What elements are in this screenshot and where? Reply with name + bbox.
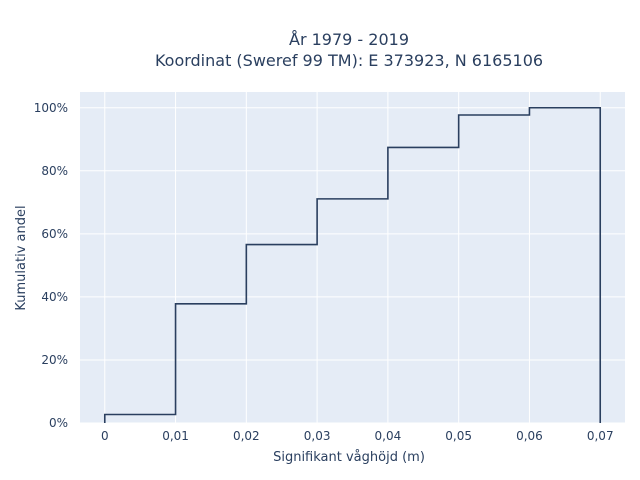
y-tick-label: 0% <box>49 416 68 430</box>
x-tick-label: 0,06 <box>516 429 543 443</box>
x-tick-label: 0 <box>101 429 109 443</box>
y-tick-label: 100% <box>34 101 68 115</box>
x-axis-label: Signifikant våghöjd (m) <box>273 450 425 465</box>
x-tick-label: 0,01 <box>162 429 189 443</box>
y-axis-label: Kumulativ andel <box>14 205 29 310</box>
cumulative-step-line <box>103 106 602 423</box>
x-tick-label: 0,04 <box>375 429 402 443</box>
y-tick-label: 60% <box>41 227 68 241</box>
y-tick-label: 20% <box>41 353 68 367</box>
y-axis-ticks: 0% 20% 40% 60% 80% 100% <box>34 101 68 430</box>
plot-background <box>80 92 625 423</box>
x-tick-label: 0,05 <box>445 429 472 443</box>
chart-subtitle: Koordinat (Sweref 99 TM): E 373923, N 61… <box>155 51 543 70</box>
x-tick-label: 0,07 <box>587 429 614 443</box>
y-tick-label: 40% <box>41 290 68 304</box>
chart-title: År 1979 - 2019 <box>289 30 409 49</box>
x-tick-label: 0,03 <box>304 429 331 443</box>
x-axis-ticks: 0 0,01 0,02 0,03 0,04 0,05 0,06 0,07 <box>101 429 614 443</box>
x-tick-label: 0,02 <box>233 429 260 443</box>
y-tick-label: 80% <box>41 164 68 178</box>
